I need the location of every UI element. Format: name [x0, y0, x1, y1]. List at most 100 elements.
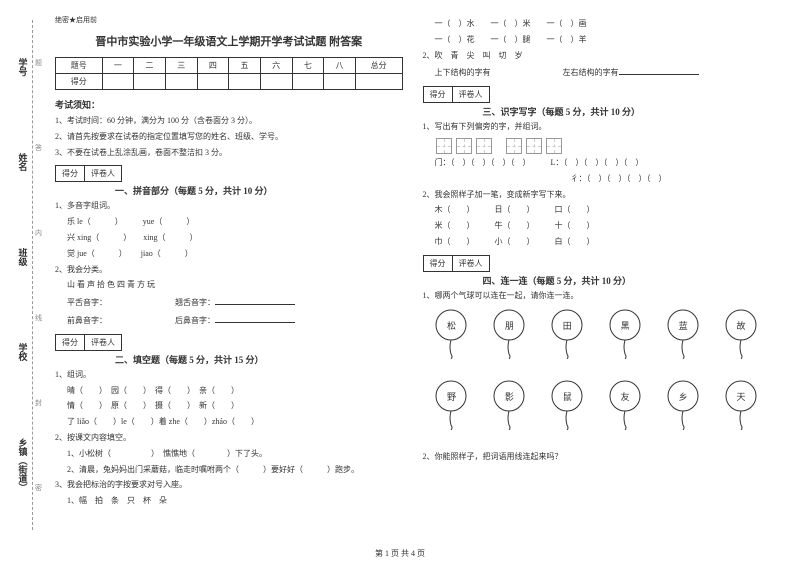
score-box-4: 得分 评卷人 [423, 255, 771, 272]
blank [619, 65, 699, 75]
q1-1b: 兴 xing（ ） xing（ ） [55, 232, 403, 245]
blank [215, 313, 295, 323]
score-box-3: 得分 评卷人 [423, 86, 771, 103]
balloon-text: 田 [549, 319, 585, 332]
side-label-class: 班级 [17, 248, 30, 266]
q2-2a: 1、小松树（ ） 憔憔地（ ）下了头。 [55, 448, 403, 461]
score-cell: 得分 [55, 334, 84, 351]
mark-6: 密 [35, 483, 45, 493]
score-table: 题号 一 二 三 四 五 六 七 八 总分 得分 [55, 57, 403, 90]
balloon: 乡 [665, 380, 701, 445]
q3-2b: 米（ ） 牛（ ） 十（ ） [423, 220, 771, 233]
sec2-title: 二、填空题（每题 5 分，共计 15 分） [115, 353, 403, 366]
q2-3: 3、我会把标治的字按要求对号入座。 [55, 479, 403, 492]
th-2: 二 [134, 58, 166, 74]
exam-title: 晋中市实验小学一年级语文上学期开学考试试题 附答案 [55, 33, 403, 49]
balloon-row-2: 野 影 鼠 友 乡 天 [423, 380, 771, 445]
balloon: 友 [607, 380, 643, 445]
q3-1: 1、写出有下列偏旁的字，并组词。 [423, 121, 771, 134]
q4-1: 1、哪两个气球可以连在一起，请你连一连。 [423, 290, 771, 303]
mark-2: 答 [35, 143, 45, 153]
th-5: 五 [229, 58, 261, 74]
r1a: 一（ ）水 一（ ）米 一（ ）画 [423, 18, 771, 31]
th-4: 四 [197, 58, 229, 74]
q1-2: 2、我会分类。 [55, 264, 403, 277]
r2a: 2、吹 青 尖 叫 切 岁 [423, 50, 771, 63]
score-cell: 得分 [423, 86, 452, 103]
balloon-text: 蓝 [665, 319, 701, 332]
q2-1c: 了 liǎo（ ）le（ ）着 zhe（ ）zháo（ ） [55, 416, 403, 429]
notice-3: 3、不要在试卷上乱涂乱画，卷面不整洁扣 3 分。 [55, 147, 403, 160]
q1-2a: 山 看 声 拾 色 四 青 方 玩 [55, 279, 403, 292]
balloon: 鼠 [549, 380, 585, 445]
th-8: 八 [324, 58, 356, 74]
balloon-text: 故 [723, 319, 759, 332]
q3-2: 2、我会照样子加一笔，变成新字写下来。 [423, 189, 771, 202]
char-box [526, 138, 542, 154]
q3-2c: 巾（ ） 小（ ） 白（ ） [423, 236, 771, 249]
balloon-text: 友 [607, 390, 643, 403]
left-column: 绝密★启用前 晋中市实验小学一年级语文上学期开学考试试题 附答案 题号 一 二 … [45, 15, 413, 540]
q3-2a: 木（ ） 日（ ） 口（ ） [423, 204, 771, 217]
th-num: 题号 [56, 58, 103, 74]
th-3: 三 [165, 58, 197, 74]
balloon: 田 [549, 309, 585, 374]
balloon: 松 [433, 309, 469, 374]
judge-cell: 评卷人 [452, 255, 490, 272]
balloon-text: 松 [433, 319, 469, 332]
balloon-row-1: 松 朋 田 黑 蓝 故 [423, 309, 771, 374]
score-cell: 得分 [55, 165, 84, 182]
score-box-2: 得分 评卷人 [55, 334, 403, 351]
notice-title: 考试须知： [55, 98, 403, 111]
fold-line [32, 20, 33, 530]
balloon: 黑 [607, 309, 643, 374]
r2b: 上下结构的字有 左右结构的字有 [423, 65, 771, 80]
th-6: 六 [260, 58, 292, 74]
char-box [476, 138, 492, 154]
exam-page: 学号 姓名 班级 学校 乡镇（街道） 题 答 内 线 封 密 绝密★启用前 晋中… [0, 0, 800, 565]
notice-1: 1、考试时间：60 分钟，满分为 100 分（含卷面分 3 分）。 [55, 115, 403, 128]
notice-2: 2、请首先按要求在试卷的指定位置填写您的姓名、班级、学号。 [55, 131, 403, 144]
mark-4: 线 [35, 313, 45, 323]
balloon-text: 黑 [607, 319, 643, 332]
side-label-id: 学号 [17, 58, 30, 76]
q3-1a: 门：（ ）（ ）（ ）（ ） L：（ ）（ ）（ ）（ ） [423, 157, 771, 170]
q2-1: 1、组词。 [55, 369, 403, 382]
mark-3: 内 [35, 228, 45, 238]
balloon: 影 [491, 380, 527, 445]
q2-1a: 晴（ ） 园（ ） 得（ ） 亲（ ） [55, 385, 403, 398]
sec1-title: 一、拼音部分（每题 5 分，共计 10 分） [115, 184, 403, 197]
q1-2b: 平舌音字： 翘舌音字： [55, 295, 403, 310]
judge-cell: 评卷人 [84, 165, 122, 182]
q1-1: 1、多音字组词。 [55, 200, 403, 213]
q2-3a: 1、幅 拍 条 只 杯 朵 [55, 495, 403, 508]
balloon-text: 影 [491, 390, 527, 403]
side-marks: 题 答 内 线 封 密 [35, 20, 45, 530]
side-label-name: 姓名 [17, 153, 30, 171]
balloon-text: 野 [433, 390, 469, 403]
th-1: 一 [102, 58, 134, 74]
mark-5: 封 [35, 398, 45, 408]
balloon-text: 鼠 [549, 390, 585, 403]
q3-1b: 彳：（ ）（ ）（ ）（ ） [423, 173, 771, 186]
side-labels: 学号 姓名 班级 学校 乡镇（街道） [8, 20, 38, 530]
q1-2c: 前鼻音字： 后鼻音字： [55, 313, 403, 328]
q2-2: 2、按课文内容填空。 [55, 432, 403, 445]
balloon: 故 [723, 309, 759, 374]
balloon-text: 朋 [491, 319, 527, 332]
balloon-text: 乡 [665, 390, 701, 403]
judge-cell: 评卷人 [452, 86, 490, 103]
char-boxes-row [423, 138, 771, 154]
blank [215, 295, 295, 305]
th-7: 七 [292, 58, 324, 74]
side-label-town: 乡镇（街道） [17, 438, 30, 492]
q1-1a: 乐 le（ ） yue（ ） [55, 216, 403, 229]
sec4-title: 四、连一连（每题 5 分，共计 10 分） [483, 274, 771, 287]
balloon: 朋 [491, 309, 527, 374]
char-box [506, 138, 522, 154]
judge-cell: 评卷人 [84, 334, 122, 351]
q1-2c-text: 前鼻音字： 后鼻音字： [67, 316, 215, 325]
q2-1b: 情（ ） 原（ ） 摄（ ） 新（ ） [55, 400, 403, 413]
balloon-text: 天 [723, 390, 759, 403]
char-box [546, 138, 562, 154]
